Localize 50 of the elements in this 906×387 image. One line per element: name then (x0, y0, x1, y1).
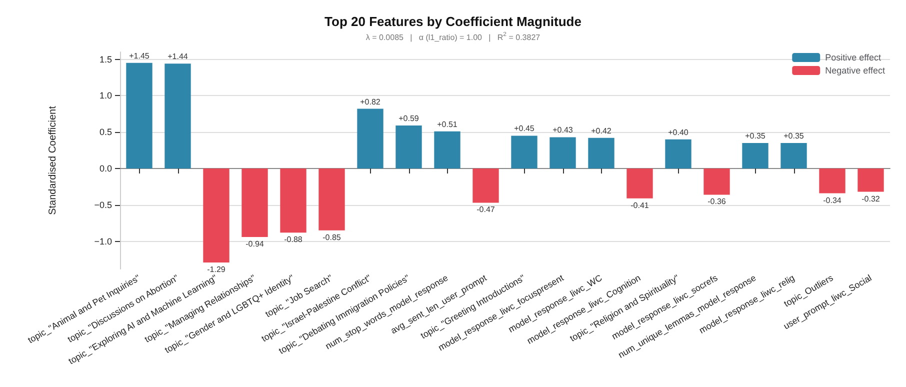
bar (588, 138, 614, 169)
data-label: +1.45 (129, 51, 150, 60)
bar (742, 143, 768, 169)
bar (550, 137, 576, 169)
data-label: +1.44 (168, 52, 188, 62)
data-label: -0.85 (322, 232, 342, 242)
bar (318, 168, 345, 230)
data-label: -0.34 (823, 196, 842, 205)
bar (665, 139, 692, 169)
data-label: -0.47 (476, 205, 496, 214)
bar (396, 126, 422, 169)
data-label: -0.36 (708, 197, 726, 206)
chart-title: Top 20 Features by Coefficient Magnitude (324, 14, 582, 29)
y-tick-label: 1.0 (99, 90, 112, 101)
bar (126, 62, 152, 169)
bar (242, 168, 268, 237)
y-tick-label: 0.0 (99, 164, 112, 174)
data-label: +0.51 (437, 120, 458, 129)
bar (434, 131, 460, 169)
bar (626, 168, 653, 198)
legend-label: Positive effect (825, 52, 882, 62)
data-label: +0.59 (398, 114, 420, 124)
data-label: +0.82 (360, 97, 381, 106)
data-label: +0.45 (514, 124, 535, 134)
data-label: +0.40 (668, 128, 689, 137)
bar (858, 168, 884, 192)
data-label: -0.32 (862, 194, 880, 204)
bar (203, 168, 230, 262)
data-label: -0.88 (284, 235, 303, 244)
bar (780, 143, 807, 169)
y-tick-label: −0.5 (94, 200, 112, 210)
bar (472, 168, 499, 203)
data-label: -0.94 (246, 239, 264, 248)
data-label: +0.35 (784, 132, 804, 141)
bar (357, 108, 384, 169)
bar (280, 168, 306, 233)
bar (164, 64, 191, 169)
data-label: +0.42 (591, 126, 612, 136)
bar (511, 136, 538, 169)
data-label: -1.29 (207, 264, 226, 274)
bar (704, 168, 730, 195)
y-axis-title: Standardised Coefficient (48, 106, 58, 215)
bar (819, 168, 846, 194)
data-label: +0.35 (745, 132, 766, 141)
y-tick-label: 0.5 (99, 127, 112, 138)
y-tick-label: 1.5 (99, 54, 112, 64)
data-label: -0.41 (630, 200, 650, 210)
y-tick-label: −1.0 (94, 236, 112, 246)
legend-label: Negative effect (825, 66, 886, 76)
data-label: +0.43 (552, 126, 574, 135)
